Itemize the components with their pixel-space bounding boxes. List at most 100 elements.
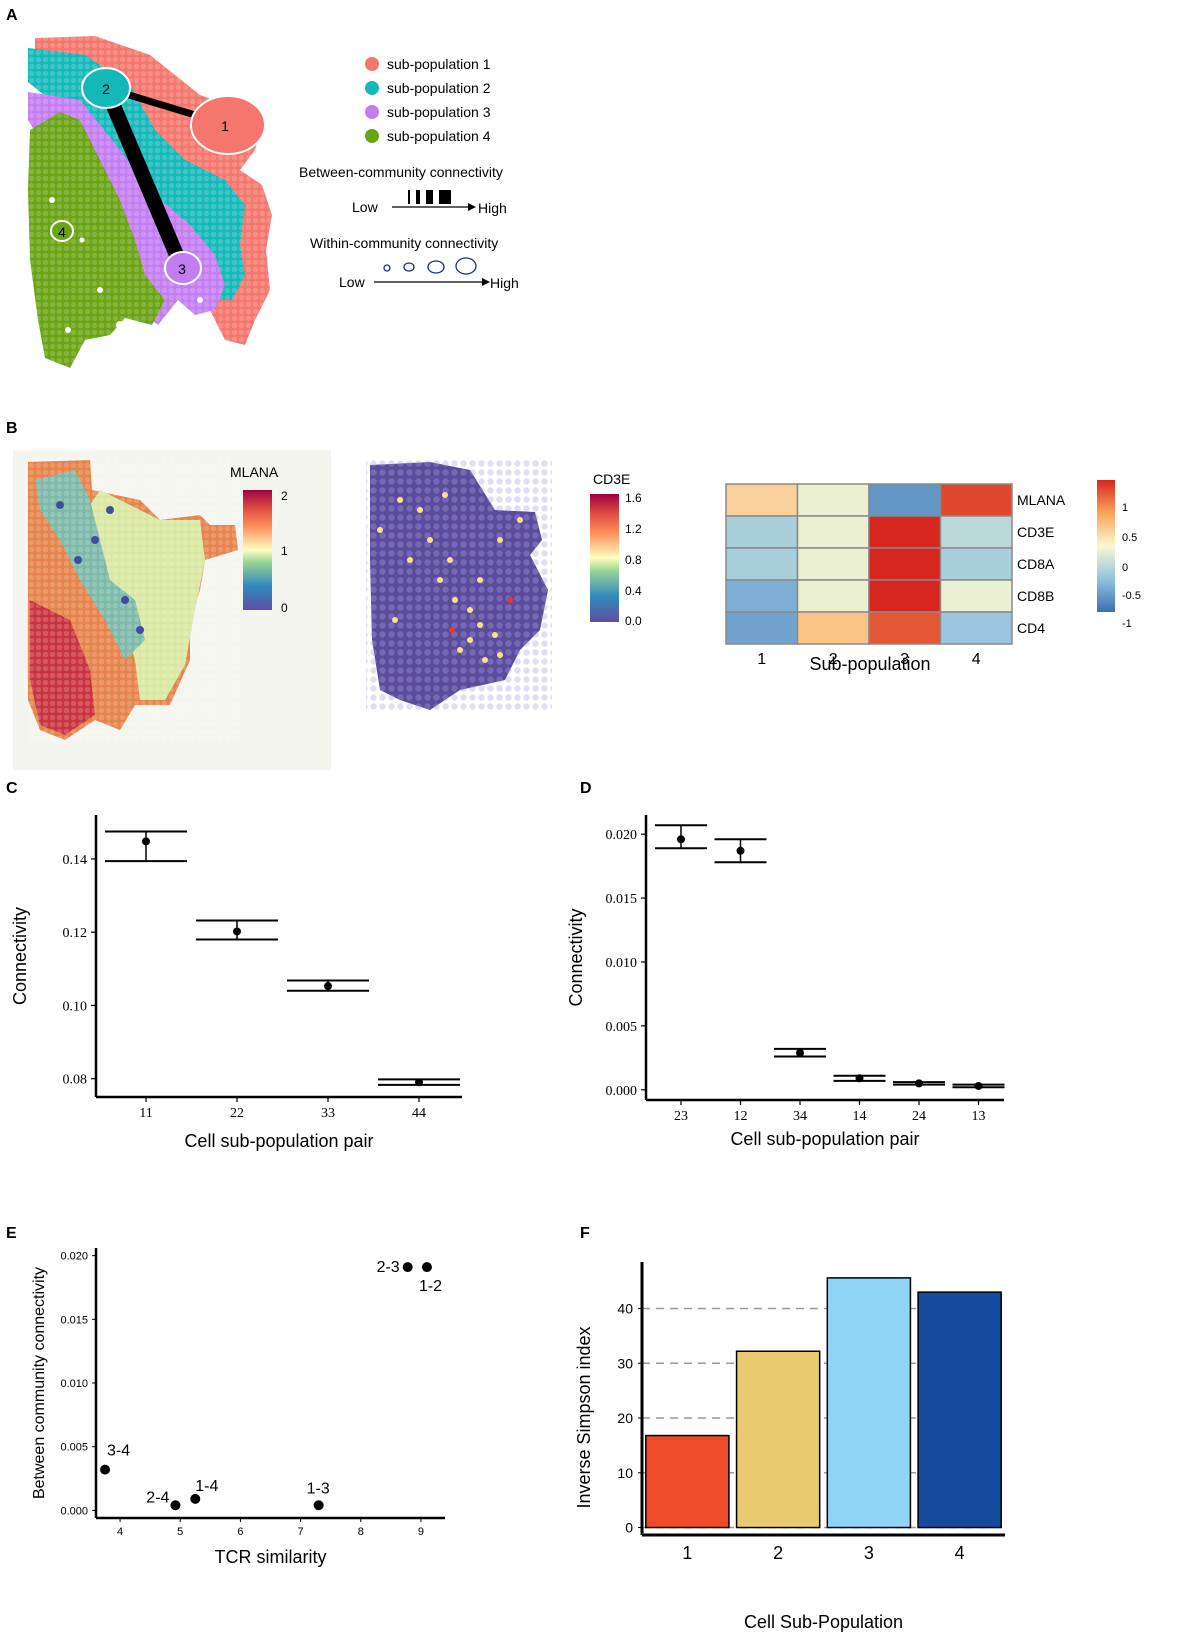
hole (197, 297, 203, 303)
between-bar-1 (408, 190, 410, 204)
heatmap-cell (796, 611, 870, 645)
data-point (313, 1500, 324, 1511)
node-3 (164, 251, 202, 285)
y-tick-label: 0.14 (63, 853, 88, 868)
y-tick-label: 30 (617, 1355, 633, 1371)
expression-heatmap: MLANA CD3E CD8A CD8B CD4 1 2 3 4 (725, 483, 1066, 668)
x-tick-label: 9 (418, 1526, 424, 1538)
hole (49, 197, 55, 203)
y-tick-label: 0.000 (60, 1505, 88, 1517)
heatmap-scale-tick-m1: -1 (1122, 618, 1132, 630)
data-point (421, 1262, 432, 1273)
heatmap-cell (939, 579, 1013, 613)
cd3e-spot-high (507, 597, 513, 603)
x-tick-label: 1 (682, 1543, 692, 1563)
hole (173, 317, 179, 323)
heatmap-scale-tick-m0-5: -0.5 (1122, 590, 1141, 602)
x-axis-label: TCR similarity (215, 1547, 327, 1567)
between-high-label: High (478, 200, 507, 216)
cd3e-tick-1-2: 1.2 (625, 522, 642, 536)
heatmap-gene-label: CD8B (1017, 588, 1054, 604)
point-label: 1-2 (419, 1278, 442, 1295)
heatmap-gene-label: CD4 (1017, 620, 1045, 636)
heatmap-gene-label: MLANA (1017, 492, 1066, 508)
mlana-spot (74, 556, 82, 564)
within-circle-2 (403, 262, 415, 272)
hole (79, 237, 85, 243)
chart-d-connectivity: 0.000 0.005 0.010 0.015 0.020 23 12 34 14 24 13 Cel… (566, 815, 1005, 1149)
mlana-tick-1: 1 (281, 544, 288, 558)
heatmap-cell (796, 515, 870, 549)
data-point (796, 1048, 804, 1057)
heatmap-cell (796, 579, 870, 613)
x-tick-label: 13 (972, 1109, 986, 1124)
cd3e-tick-0-0: 0.0 (625, 614, 642, 628)
data-point (402, 1262, 413, 1273)
x-tick-label: 24 (912, 1109, 926, 1124)
bar-subpop-2 (735, 1350, 821, 1529)
bar-subpop-1 (645, 1434, 730, 1529)
y-tick-label: 0.020 (606, 828, 638, 843)
within-high-label: High (490, 275, 519, 291)
point-label: 1-4 (195, 1478, 218, 1495)
heatmap-cell (868, 579, 942, 613)
heatmap-cell (725, 547, 799, 581)
heatmap-scale-tick-0: 0 (1122, 562, 1128, 574)
hole (65, 327, 71, 333)
heatmap-cell (725, 483, 799, 517)
y-tick-label: 0.08 (63, 1073, 88, 1088)
x-tick-label: 8 (358, 1526, 364, 1538)
between-connectivity-title: Between-community connectivity (299, 164, 503, 180)
y-tick-label: 0.010 (60, 1378, 88, 1390)
x-tick-label: 22 (230, 1106, 244, 1121)
heatmap-cell (868, 611, 942, 645)
mlana-spot (91, 536, 99, 544)
x-tick-label: 23 (674, 1109, 688, 1124)
y-tick-label: 40 (617, 1301, 633, 1317)
mlana-spatial-plot (26, 458, 240, 743)
x-tick-label: 3 (864, 1543, 874, 1563)
node-2-label: 2 (102, 81, 110, 97)
point-label: 2-3 (377, 1259, 400, 1276)
legend-label-2: sub-population 2 (387, 80, 491, 96)
between-low-label: Low (352, 199, 379, 215)
heatmap-cell (868, 483, 942, 517)
node-2 (81, 67, 131, 109)
heatmap-scale-tick-0-5: 0.5 (1122, 532, 1137, 544)
y-axis-label: Connectivity (566, 908, 586, 1006)
y-axis-label: Inverse Simpson index (574, 1326, 594, 1508)
heatmap-gene-label: CD8A (1017, 556, 1055, 572)
cd3e-spatial-plot (366, 460, 552, 712)
data-point (233, 927, 241, 936)
point-label: 2-4 (146, 1489, 169, 1506)
y-tick-label: 20 (617, 1410, 633, 1426)
heatmap-cell (796, 483, 870, 517)
y-tick-label: 0.015 (60, 1314, 88, 1326)
x-axis-label: Cell sub-population pair (730, 1129, 919, 1149)
node-1-label: 1 (221, 118, 229, 134)
heatmap-colorbar (1097, 480, 1115, 612)
mlana-colorbar (243, 490, 272, 610)
cd3e-spot-texture (366, 460, 552, 712)
mlana-spot (136, 626, 144, 634)
data-point (170, 1500, 181, 1511)
heatmap-column-label: 2 (829, 651, 838, 668)
y-tick-label: 0.000 (606, 1084, 638, 1099)
x-tick-label: 2 (773, 1543, 783, 1563)
chart-f-inverse-simpson: 0 10 20 30 40 1 2 3 4 Cell Sub-Population Inverse … (574, 1262, 1005, 1632)
x-tick-label: 4 (955, 1543, 965, 1563)
heatmap-cell (725, 515, 799, 549)
hole (97, 287, 103, 293)
y-tick-label: 0.020 (60, 1251, 88, 1263)
data-point (677, 835, 685, 844)
data-point (190, 1493, 201, 1504)
mlana-spot (106, 506, 114, 514)
data-point (100, 1464, 111, 1475)
y-axis-label: Connectivity (10, 907, 30, 1005)
data-point (736, 846, 745, 855)
heatmap-cell (939, 611, 1013, 645)
hole (137, 342, 143, 348)
heatmap-x-label: Sub-population (809, 654, 930, 674)
x-axis-label: Cell sub-population pair (184, 1131, 373, 1151)
